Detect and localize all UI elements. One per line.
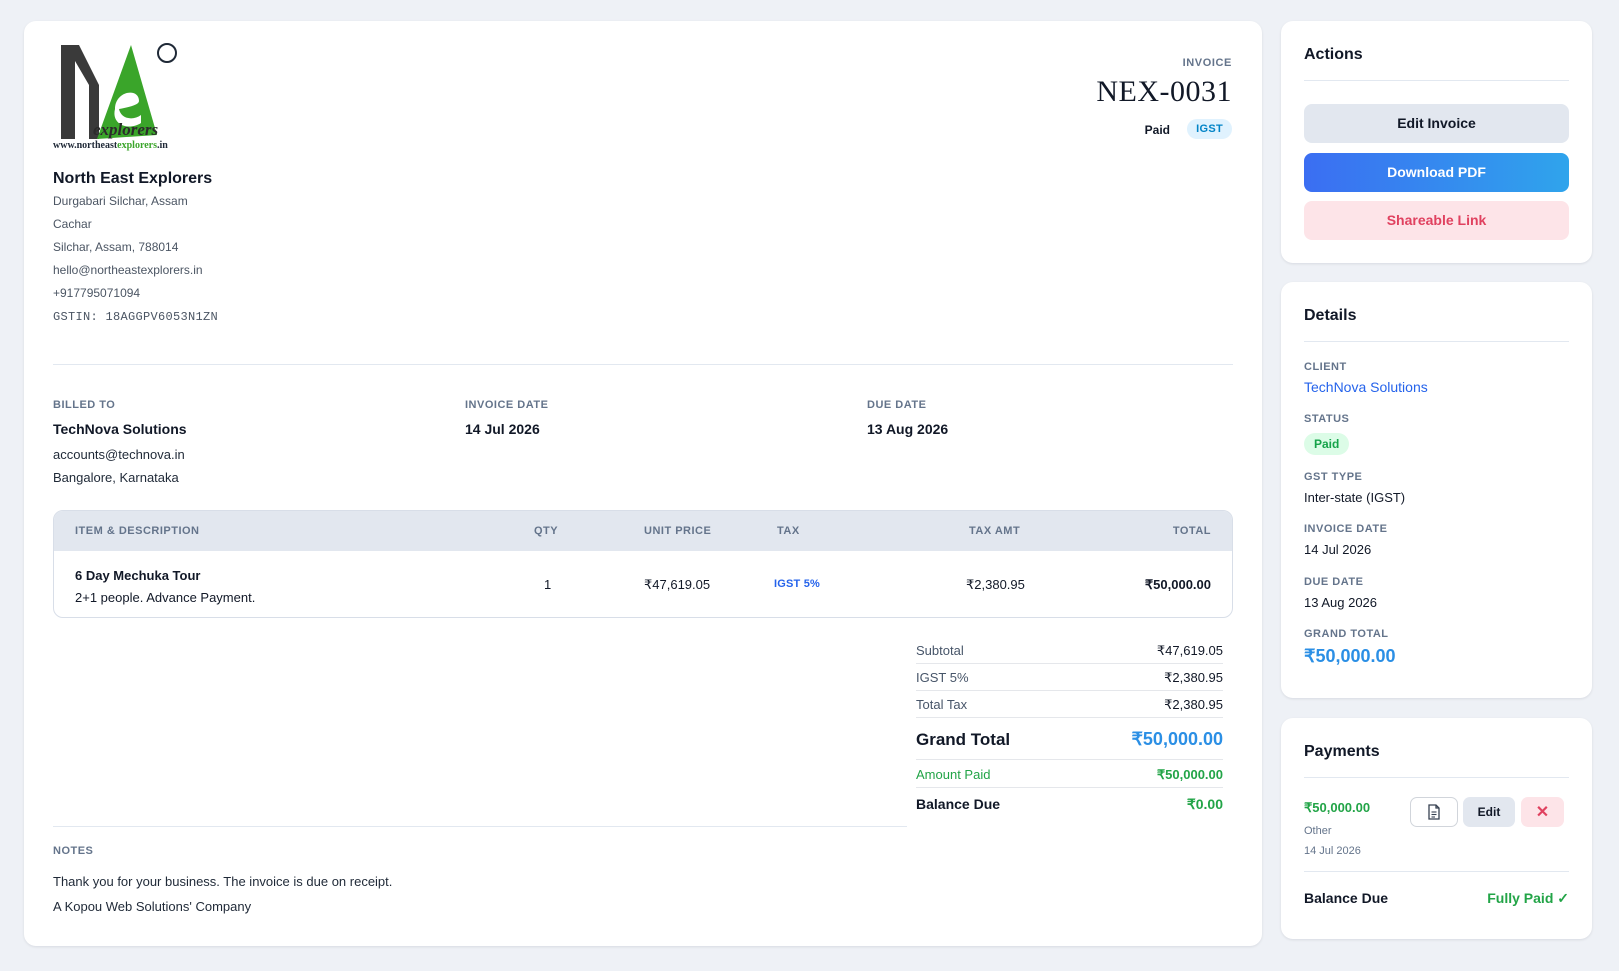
detail-grand-total: ₹50,000.00 bbox=[1304, 646, 1396, 666]
client-name: TechNova Solutions bbox=[53, 421, 187, 437]
grand-total-label: Grand Total bbox=[916, 730, 1011, 749]
details-card: Details CLIENT TechNova Solutions STATUS… bbox=[1281, 282, 1592, 698]
subtotal-row: Subtotal ₹47,619.05 bbox=[916, 637, 1223, 664]
payments-card: Payments ₹50,000.00 Other 14 Jul 2026 Ed… bbox=[1281, 718, 1592, 939]
company-name: North East Explorers bbox=[53, 170, 213, 187]
detail-gst-type-label: GST TYPE bbox=[1304, 471, 1363, 483]
billed-to-label: BILLED TO bbox=[53, 399, 116, 411]
invoice-status: Paid bbox=[1144, 123, 1170, 137]
column-header-tax: TAX bbox=[777, 525, 800, 537]
actions-card: Actions Edit Invoice Download PDF Sharea… bbox=[1281, 21, 1592, 263]
payment-edit-button[interactable]: Edit bbox=[1463, 797, 1515, 827]
details-divider bbox=[1304, 341, 1569, 342]
balance-due-label: Balance Due bbox=[916, 796, 1001, 812]
compass-icon bbox=[157, 43, 177, 63]
detail-grand-total-label: GRAND TOTAL bbox=[1304, 628, 1389, 640]
payments-balance-divider bbox=[1304, 871, 1569, 872]
igst-row: IGST 5% ₹2,380.95 bbox=[916, 664, 1223, 691]
item-qty: 1 bbox=[544, 577, 552, 592]
item-tax: IGST 5% bbox=[774, 578, 821, 590]
column-header-total: TOTAL bbox=[1172, 525, 1211, 537]
payments-title: Payments bbox=[1304, 743, 1380, 760]
item-unit-price: ₹47,619.05 bbox=[644, 577, 711, 592]
detail-invoice-date: 14 Jul 2026 bbox=[1304, 542, 1372, 557]
total-tax-label: Total Tax bbox=[916, 697, 968, 712]
actions-divider bbox=[1304, 80, 1569, 81]
payments-balance-label: Balance Due bbox=[1304, 890, 1389, 906]
logo-url: www.northeastexplorers.in bbox=[53, 140, 168, 151]
client-location: Bangalore, Karnataka bbox=[53, 470, 179, 485]
subtotal-value: ₹47,619.05 bbox=[1156, 643, 1223, 658]
balance-due-row: Balance Due ₹0.00 bbox=[916, 790, 1223, 817]
detail-due-date: 13 Aug 2026 bbox=[1304, 595, 1378, 610]
grand-total-value: ₹50,000.00 bbox=[1131, 729, 1223, 749]
edit-invoice-button[interactable]: Edit Invoice bbox=[1304, 104, 1569, 143]
igst-label: IGST 5% bbox=[916, 670, 969, 685]
grand-total-row: Grand Total ₹50,000.00 bbox=[916, 718, 1223, 760]
payment-date: 14 Jul 2026 bbox=[1304, 845, 1361, 857]
item-total: ₹50,000.00 bbox=[1144, 577, 1211, 592]
amount-paid-row: Amount Paid ₹50,000.00 bbox=[916, 761, 1223, 788]
total-tax-value: ₹2,380.95 bbox=[1164, 697, 1223, 712]
item-tax-amt: ₹2,380.95 bbox=[966, 577, 1025, 592]
payment-delete-button[interactable]: ✕ bbox=[1521, 797, 1564, 827]
company-email: hello@northeastexplorers.in bbox=[53, 263, 203, 277]
subtotal-label: Subtotal bbox=[916, 643, 964, 658]
company-address-line1: Durgabari Silchar, Assam bbox=[53, 194, 188, 208]
detail-client-link[interactable]: TechNova Solutions bbox=[1304, 379, 1428, 395]
balance-due-value: ₹0.00 bbox=[1186, 796, 1223, 812]
items-table-header: ITEM & DESCRIPTION QTY UNIT PRICE TAX TA… bbox=[54, 511, 1232, 551]
due-date: 13 Aug 2026 bbox=[867, 421, 949, 437]
detail-due-date-label: DUE DATE bbox=[1304, 576, 1364, 588]
client-email: accounts@technova.in bbox=[53, 447, 185, 462]
document-icon bbox=[1428, 804, 1440, 820]
invoice-card: explorers www.northeastexplorers.in Nort… bbox=[24, 21, 1262, 946]
payment-receipt-button[interactable] bbox=[1410, 797, 1458, 827]
detail-gst-type: Inter-state (IGST) bbox=[1304, 490, 1406, 505]
notes-label: NOTES bbox=[53, 845, 94, 857]
detail-client-label: CLIENT bbox=[1304, 361, 1347, 373]
column-header-unit-price: UNIT PRICE bbox=[644, 525, 712, 537]
payments-divider bbox=[1304, 777, 1569, 778]
payment-method: Other bbox=[1304, 825, 1332, 837]
company-address-line3: Silchar, Assam, 788014 bbox=[53, 240, 179, 254]
payment-amount: ₹50,000.00 bbox=[1304, 800, 1371, 815]
download-pdf-button[interactable]: Download PDF bbox=[1304, 153, 1569, 192]
igst-value: ₹2,380.95 bbox=[1164, 670, 1223, 685]
details-title: Details bbox=[1304, 307, 1357, 324]
column-header-tax-amt: TAX AMT bbox=[969, 525, 1021, 537]
total-tax-row: Total Tax ₹2,380.95 bbox=[916, 691, 1223, 718]
company-phone: +917795071094 bbox=[53, 286, 141, 300]
amount-paid-label: Amount Paid bbox=[916, 767, 991, 782]
header-divider bbox=[53, 364, 1233, 365]
company-gstin: GSTIN: 18AGGPV6053N1ZN bbox=[53, 310, 219, 324]
status-badge: Paid bbox=[1304, 433, 1350, 455]
item-name: 6 Day Mechuka Tour bbox=[75, 568, 201, 583]
payments-balance-value: Fully Paid ✓ bbox=[1487, 890, 1569, 906]
invoice-number: NEX-0031 bbox=[1096, 75, 1232, 108]
invoice-date: 14 Jul 2026 bbox=[465, 421, 540, 437]
notes-line2: A Kopou Web Solutions' Company bbox=[53, 899, 252, 914]
invoice-date-label: INVOICE DATE bbox=[465, 399, 549, 411]
company-logo: explorers bbox=[53, 39, 179, 155]
notes-line1: Thank you for your business. The invoice… bbox=[53, 874, 393, 889]
actions-title: Actions bbox=[1304, 46, 1363, 63]
detail-status-label: STATUS bbox=[1304, 413, 1350, 425]
detail-invoice-date-label: INVOICE DATE bbox=[1304, 523, 1388, 535]
svg-text:explorers: explorers bbox=[93, 120, 159, 139]
item-description: 2+1 people. Advance Payment. bbox=[75, 590, 256, 605]
column-header-qty: QTY bbox=[534, 525, 559, 537]
invoice-label: INVOICE bbox=[1182, 57, 1232, 69]
due-date-label: DUE DATE bbox=[867, 399, 927, 411]
company-address-line2: Cachar bbox=[53, 217, 92, 231]
notes-divider bbox=[53, 826, 907, 827]
column-header-item: ITEM & DESCRIPTION bbox=[75, 525, 200, 537]
close-icon: ✕ bbox=[1535, 804, 1550, 821]
items-table: ITEM & DESCRIPTION QTY UNIT PRICE TAX TA… bbox=[53, 510, 1233, 618]
gst-badge: IGST bbox=[1187, 119, 1232, 139]
amount-paid-value: ₹50,000.00 bbox=[1156, 767, 1223, 782]
shareable-link-button[interactable]: Shareable Link bbox=[1304, 201, 1569, 240]
